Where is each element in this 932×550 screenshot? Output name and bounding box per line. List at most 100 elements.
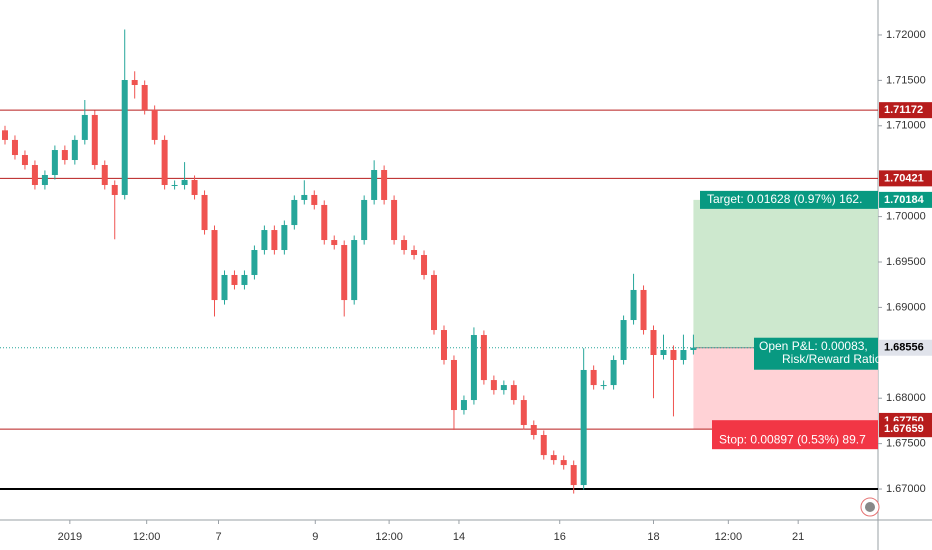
x-tick-label: 16 (554, 531, 566, 543)
pnl-box (754, 337, 878, 370)
target-price-label-bg (879, 191, 932, 208)
y-tick-label: 1.68000 (886, 392, 926, 404)
candle-body (221, 274, 228, 301)
y-tick-label: 1.69000 (886, 301, 926, 313)
candle-body (431, 274, 438, 331)
candle-body (331, 240, 338, 246)
x-tick-label: 9 (312, 531, 318, 543)
candle-body (490, 380, 497, 391)
pnl-text: Open P&L: 0.00083, (759, 339, 868, 353)
candle-body (361, 199, 368, 241)
candle-body (670, 349, 677, 360)
candle-body (560, 460, 567, 466)
candle-body (401, 240, 408, 251)
x-tick-label: 12:00 (715, 531, 743, 543)
y-tick-label: 1.71500 (886, 74, 926, 86)
candle-body (590, 369, 597, 386)
candle-body (91, 114, 98, 166)
y-tick-label: 1.69500 (886, 256, 926, 268)
candle-body (510, 385, 517, 401)
price-label: 1.71172 (884, 104, 923, 116)
candle-body (61, 150, 68, 161)
candle-body (231, 274, 238, 285)
candle-body (610, 359, 617, 386)
stop-text: Stop: 0.00897 (0.53%) 89.7 (719, 432, 866, 446)
price-label: 1.67659 (884, 423, 924, 435)
price-label-bg (879, 170, 932, 187)
candle-body (530, 425, 537, 435)
target-zone (693, 199, 878, 348)
candle-body (311, 194, 318, 205)
candle-body (411, 250, 418, 256)
x-tick-label: 21 (792, 531, 804, 543)
candle-body (41, 174, 48, 185)
rr-text: Risk/Reward Ratio (782, 352, 882, 366)
candle-body (381, 170, 388, 200)
candle-body (261, 230, 268, 251)
candle-body (620, 320, 627, 360)
candle-body (191, 179, 198, 195)
candle-body (500, 385, 507, 391)
target-text-bg (700, 190, 878, 209)
candle-body (580, 369, 587, 486)
candle-body (630, 289, 637, 321)
x-tick-label: 12:00 (375, 531, 403, 543)
candle-body (21, 155, 28, 166)
candle-body (141, 85, 148, 110)
y-tick-label: 1.67000 (886, 483, 926, 495)
candle-body (1, 130, 8, 140)
candle-body (181, 179, 188, 185)
candle-body (71, 139, 78, 161)
candle-body (161, 139, 168, 185)
candle-body (570, 465, 577, 486)
x-tick-label: 14 (453, 531, 465, 543)
x-tick-label: 7 (215, 531, 221, 543)
candle-body (111, 184, 118, 195)
price-label: 1.70421 (884, 172, 924, 184)
candle-body (121, 80, 128, 195)
candle-body (680, 349, 687, 360)
target-price-label: 1.70184 (884, 194, 925, 206)
candle-body (351, 240, 358, 301)
candle-body (291, 199, 298, 226)
candle-body (520, 400, 527, 426)
candle-body (690, 347, 697, 350)
candle-body (550, 455, 557, 461)
candle-body (460, 400, 467, 411)
candle-body (341, 245, 348, 301)
price-label-bg (879, 421, 932, 438)
candle-body (321, 204, 328, 241)
settings-icon (865, 502, 875, 512)
candle-body (371, 170, 378, 200)
price-label-bg (879, 102, 932, 119)
candle-body (211, 230, 218, 301)
candle-body (470, 335, 477, 401)
candle-body (540, 434, 547, 456)
candle-body (241, 274, 248, 285)
candle-body (11, 139, 18, 156)
candle-body (301, 194, 308, 200)
y-tick-label: 1.67500 (886, 438, 926, 450)
candle-body (201, 194, 208, 231)
candle-body (101, 165, 108, 185)
current-price-label-bg (879, 339, 932, 356)
candle-body (151, 109, 158, 140)
y-tick-label: 1.72000 (886, 29, 926, 41)
candle-body (640, 289, 647, 331)
stop-text-bg2 (712, 431, 878, 450)
y-tick-label: 1.70000 (886, 210, 926, 222)
candle-body (131, 80, 138, 86)
candle-body (600, 385, 607, 387)
candle-body (251, 250, 258, 275)
candle-body (51, 150, 58, 175)
candle-body (440, 330, 447, 360)
candle-body (31, 165, 38, 185)
candle-body (391, 199, 398, 241)
candle-body (650, 330, 657, 355)
candle-body (450, 359, 457, 411)
target-text: Target: 0.01628 (0.97%) 162. (707, 192, 862, 206)
y-tick-label: 1.71000 (886, 120, 926, 132)
candle-body (281, 225, 288, 251)
candle-body (171, 184, 178, 186)
